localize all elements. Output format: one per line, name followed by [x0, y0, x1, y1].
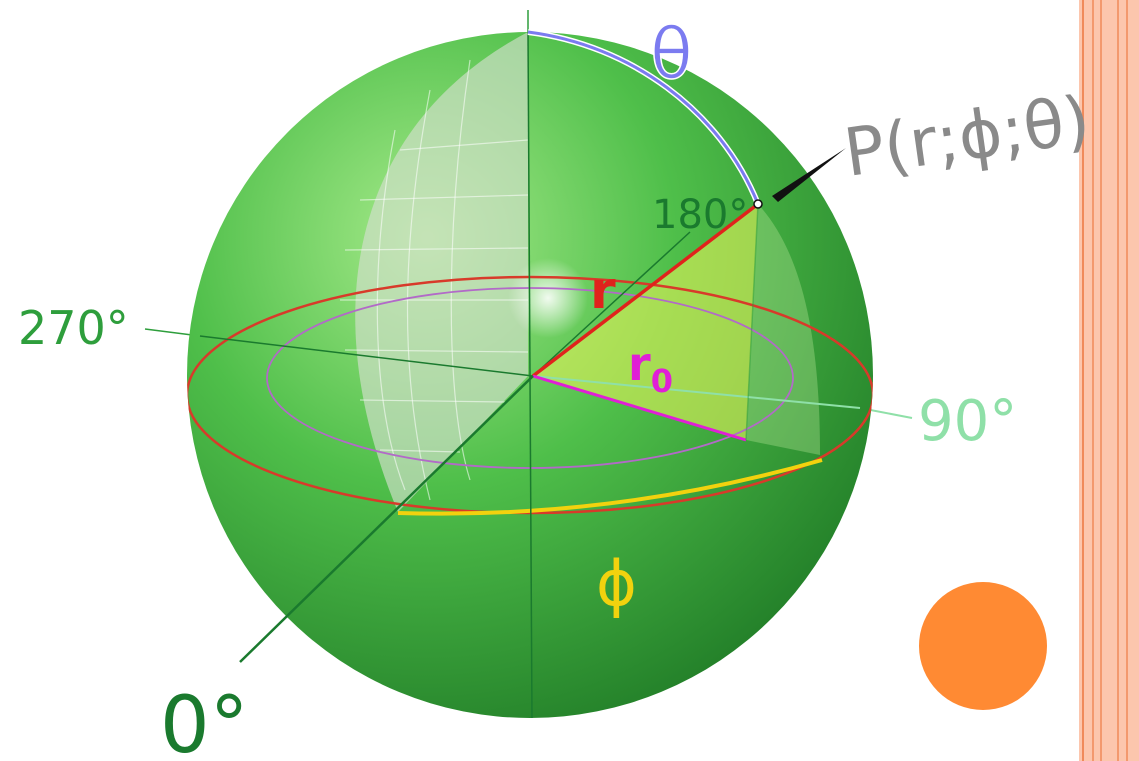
axis-0-degree: [239, 375, 534, 663]
point-pointer: [772, 148, 846, 202]
radius0-label: r0: [628, 337, 673, 400]
degree-180-label: 180°: [652, 192, 748, 238]
point-label: P(r;ϕ;θ): [840, 81, 1095, 192]
degree-90-label: 90°: [918, 389, 1017, 454]
orange-circle-icon: [919, 582, 1047, 710]
radius0-label-subscript: 0: [651, 362, 673, 400]
theta-label: θ: [650, 13, 693, 95]
point-p-marker: [753, 199, 763, 209]
decorative-side-stripe: [1079, 0, 1139, 761]
sphere-interior: [187, 32, 873, 718]
degree-0-label: 0°: [160, 681, 249, 761]
theta-arc: [527, 30, 760, 205]
radius0-label-base: r: [628, 337, 651, 391]
phi-label: ϕ: [596, 547, 637, 620]
degree-270-label: 270°: [18, 301, 129, 355]
radius-label: r: [590, 261, 616, 321]
